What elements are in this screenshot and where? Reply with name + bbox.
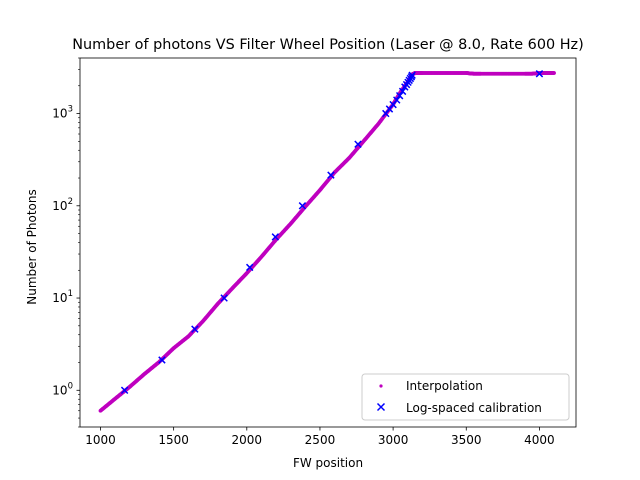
calibration-point (298, 202, 307, 210)
x-tick-label: 2500 (305, 433, 336, 447)
legend-label-interpolation: Interpolation (406, 379, 483, 393)
calibration-point (271, 233, 280, 241)
legend-box (361, 373, 570, 421)
legend: Interpolation Log-spaced calibration (361, 373, 570, 421)
calibration-point (393, 96, 401, 104)
y-tick-label: 101 (52, 289, 73, 305)
x-tick-label: 1000 (85, 433, 116, 447)
calibration-point (120, 386, 129, 395)
calibration-point (191, 325, 199, 333)
calibration-point (354, 140, 362, 148)
calibration-point (395, 91, 404, 100)
legend-marker-interpolation (379, 384, 383, 388)
chart-title: Number of photons VS Filter Wheel Positi… (72, 37, 583, 53)
interpolation-point (552, 71, 556, 75)
y-tick-exponent: 0 (68, 381, 73, 391)
y-tick-exponent: 3 (68, 105, 73, 115)
calibration-point (327, 171, 335, 179)
x-axis-ticks: 1000 1500 2000 2500 3000 3500 4000 (85, 427, 555, 447)
y-tick-label: 102 (52, 197, 73, 213)
y-tick-base: 10 (52, 383, 67, 397)
calibration-point (158, 356, 166, 364)
y-tick-label: 103 (52, 105, 73, 121)
x-tick-label: 1500 (158, 433, 189, 447)
x-tick-label: 3500 (451, 433, 482, 447)
calibration-point (408, 71, 416, 79)
x-axis-label: FW position (293, 456, 363, 470)
x-tick-label: 2000 (232, 433, 263, 447)
x-tick-label: 3000 (378, 433, 409, 447)
y-tick-exponent: 2 (68, 197, 73, 207)
y-tick-base: 10 (52, 107, 67, 121)
calibration-point (535, 70, 544, 78)
y-axis-label: Number of Photons (25, 189, 39, 305)
calibration-point (245, 263, 254, 272)
y-tick-exponent: 1 (68, 289, 73, 299)
x-tick-label: 4000 (524, 433, 555, 447)
y-tick-label: 100 (52, 381, 73, 397)
plot-area: 1000 1500 2000 2500 3000 3500 4000 10010110210… (52, 57, 577, 447)
y-tick-base: 10 (52, 291, 67, 305)
legend-label-calibration: Log-spaced calibration (406, 401, 542, 415)
calibration-point (398, 87, 407, 96)
series-layer (98, 70, 556, 413)
calibration-point (220, 294, 228, 302)
legend-marker-calibration (376, 402, 386, 412)
y-tick-base: 10 (52, 199, 67, 213)
